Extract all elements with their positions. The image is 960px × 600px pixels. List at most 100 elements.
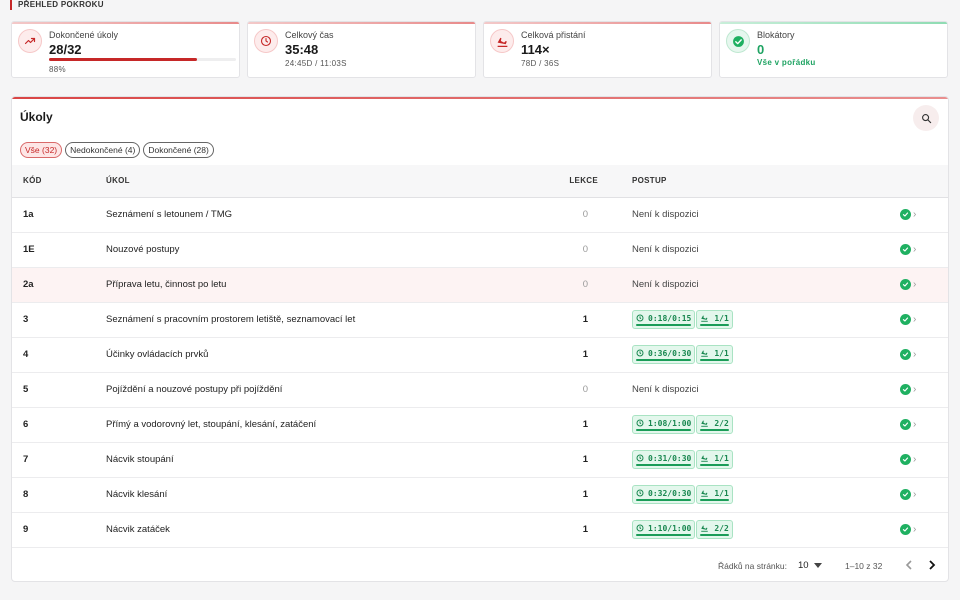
task-status bbox=[857, 302, 913, 338]
task-name: Pojíždění a nouzové postupy při pojížděn… bbox=[106, 372, 533, 408]
task-rows: 1a Seznámení s letounem / TMG 0 Není k disp… bbox=[12, 197, 948, 548]
stat-value: 35:48 bbox=[285, 42, 319, 57]
filter-chips: Vše (32) Nedokončené (4) Dokončené (28) bbox=[20, 142, 214, 158]
time-progress-pill: 0:18/0:15 bbox=[632, 310, 696, 329]
completion-progress-bar bbox=[49, 58, 236, 61]
completion-progress-fill bbox=[49, 58, 198, 61]
stat-title: Celkový čas bbox=[285, 30, 334, 40]
column-header-status bbox=[857, 165, 913, 198]
stat-value: 114× bbox=[521, 42, 550, 57]
task-lessons: 0 bbox=[533, 197, 615, 233]
stat-percentage: 88% bbox=[49, 65, 66, 74]
task-progress: 0:32/0:30 1/1 bbox=[632, 477, 857, 513]
chevron-right-icon: › bbox=[913, 244, 917, 255]
spacer-cell bbox=[615, 372, 632, 408]
row-open[interactable]: › bbox=[913, 197, 948, 233]
clock-icon bbox=[636, 419, 646, 427]
task-lessons: 1 bbox=[533, 442, 615, 478]
task-status bbox=[857, 267, 913, 303]
chevron-left-icon bbox=[905, 560, 912, 570]
column-header-lessons[interactable]: LEKCE bbox=[533, 165, 615, 198]
table-row[interactable]: 2a Příprava letu, činnost po letu 0 Není k … bbox=[12, 267, 948, 303]
row-open[interactable]: › bbox=[913, 267, 948, 303]
next-page-button[interactable] bbox=[924, 557, 940, 573]
landings-progress-value: 1/1 bbox=[714, 453, 729, 463]
row-open[interactable]: › bbox=[913, 442, 948, 478]
not-available-text: Není k dispozici bbox=[632, 279, 699, 290]
chevron-right-icon: › bbox=[913, 209, 917, 220]
caret-down-icon bbox=[813, 563, 822, 568]
time-progress-pill: 0:31/0:30 bbox=[632, 450, 696, 469]
filter-chip-complete[interactable]: Dokončené (28) bbox=[143, 142, 214, 158]
panel-accent-line bbox=[12, 97, 948, 99]
stat-card-completed-tasks: Dokončené úkoly 28/32 88% bbox=[11, 21, 240, 78]
landing-icon bbox=[700, 454, 711, 462]
spacer-cell bbox=[615, 512, 632, 548]
stat-sub: 78D / 36S bbox=[521, 59, 560, 68]
task-status bbox=[857, 477, 913, 513]
task-status bbox=[857, 442, 913, 478]
prev-page-button[interactable] bbox=[900, 557, 916, 573]
landings-progress-pill: 1/1 bbox=[696, 310, 733, 329]
table-row[interactable]: 7 Nácvik stoupání 1 0:31/0:30 1/1 › bbox=[12, 442, 948, 478]
check-circle-icon bbox=[900, 348, 911, 360]
row-open[interactable]: › bbox=[913, 337, 948, 373]
landings-progress-value: 1/1 bbox=[714, 488, 729, 498]
table-row[interactable]: 8 Nácvik klesání 1 0:32/0:30 1/1 › bbox=[12, 477, 948, 513]
landings-progress-value: 1/1 bbox=[714, 313, 729, 323]
table-row[interactable]: 5 Pojíždění a nouzové postupy při pojíždě… bbox=[12, 372, 948, 408]
check-circle-icon bbox=[726, 29, 750, 53]
tasks-table: KÓD ÚKOL LEKCE POSTUP 1a Seznámení s leto… bbox=[12, 165, 948, 548]
landings-progress-value: 1/1 bbox=[714, 348, 729, 358]
row-open[interactable]: › bbox=[913, 302, 948, 338]
task-name: Přímý a vodorovný let, stoupání, klesání… bbox=[106, 407, 533, 443]
check-circle-icon bbox=[900, 523, 911, 535]
landings-progress-pill: 2/2 bbox=[696, 415, 733, 434]
table-row[interactable]: 4 Účinky ovládacích prvků 1 0:36/0:30 1/1 › bbox=[12, 337, 948, 373]
task-code: 4 bbox=[12, 337, 106, 373]
table-header-row: KÓD ÚKOL LEKCE POSTUP bbox=[12, 165, 948, 198]
row-open[interactable]: › bbox=[913, 232, 948, 268]
check-circle-icon bbox=[900, 243, 911, 255]
column-header-progress[interactable]: POSTUP bbox=[632, 165, 857, 198]
clock-icon bbox=[636, 349, 646, 357]
table-row[interactable]: 1a Seznámení s letounem / TMG 0 Není k disp… bbox=[12, 197, 948, 233]
clock-icon bbox=[636, 454, 646, 462]
spacer-cell bbox=[615, 197, 632, 233]
task-code: 9 bbox=[12, 512, 106, 548]
task-status bbox=[857, 512, 913, 548]
row-open[interactable]: › bbox=[913, 477, 948, 513]
task-code: 8 bbox=[12, 477, 106, 513]
chevron-right-icon bbox=[928, 560, 935, 570]
card-accent-line bbox=[248, 22, 475, 24]
table-row[interactable]: 6 Přímý a vodorovný let, stoupání, klesán… bbox=[12, 407, 948, 443]
card-accent-line bbox=[720, 22, 947, 24]
column-header-task[interactable]: ÚKOL bbox=[106, 165, 533, 198]
filter-chip-incomplete[interactable]: Nedokončené (4) bbox=[65, 142, 141, 158]
rows-per-page-select[interactable]: 10 bbox=[798, 560, 822, 571]
time-progress-pill: 1:10/1:00 bbox=[632, 520, 696, 539]
row-open[interactable]: › bbox=[913, 512, 948, 548]
clock-icon bbox=[636, 524, 646, 532]
landing-icon bbox=[700, 349, 711, 357]
task-status bbox=[857, 337, 913, 373]
not-available-text: Není k dispozici bbox=[632, 384, 699, 395]
task-name: Účinky ovládacích prvků bbox=[106, 337, 533, 373]
table-row[interactable]: 1E Nouzové postupy 0 Není k dispozici › bbox=[12, 232, 948, 268]
task-progress: 1:10/1:00 2/2 bbox=[632, 512, 857, 548]
time-progress-value: 1:08/1:00 bbox=[648, 418, 692, 428]
landings-progress-pill: 1/1 bbox=[696, 485, 733, 504]
not-available-text: Není k dispozici bbox=[632, 209, 699, 220]
stat-title: Blokátory bbox=[757, 30, 795, 40]
row-open[interactable]: › bbox=[913, 407, 948, 443]
search-button[interactable] bbox=[913, 105, 939, 131]
table-row[interactable]: 9 Nácvik zatáček 1 1:10/1:00 2/2 › bbox=[12, 512, 948, 548]
trending-up-icon bbox=[18, 29, 42, 53]
row-open[interactable]: › bbox=[913, 372, 948, 408]
column-header-code[interactable]: KÓD bbox=[12, 165, 106, 198]
filter-chip-all[interactable]: Vše (32) bbox=[20, 142, 63, 158]
table-row[interactable]: 3 Seznámení s pracovním prostorem letiště… bbox=[12, 302, 948, 338]
task-code: 6 bbox=[12, 407, 106, 443]
chevron-right-icon: › bbox=[913, 314, 917, 325]
task-name: Seznámení s pracovním prostorem letiště,… bbox=[106, 302, 533, 338]
